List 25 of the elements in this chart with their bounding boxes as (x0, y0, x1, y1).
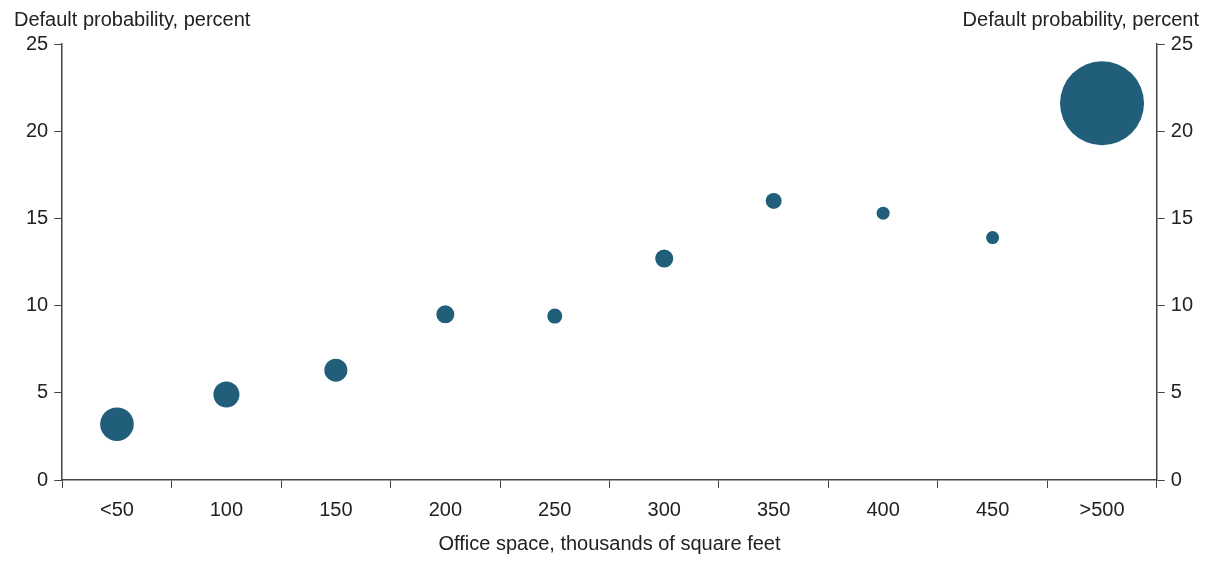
y2-axis-title: Default probability, percent (962, 8, 1199, 31)
x-tick-label: 200 (428, 497, 463, 520)
x-tick-label: <50 (100, 497, 134, 520)
y2-tick-label: 20 (1170, 118, 1193, 141)
y2-tick-label: 25 (1170, 31, 1193, 54)
x-tick-label: 250 (538, 497, 572, 520)
y-tick-label: 20 (26, 118, 49, 141)
y2-tick-label: 15 (1170, 205, 1193, 228)
x-axis-title: Office space, thousands of square feet (438, 531, 781, 554)
y-tick-label: 0 (37, 467, 49, 490)
y-tick-label: 15 (26, 205, 49, 228)
y-tick-label: 5 (37, 380, 49, 403)
y-tick-label: 10 (26, 293, 49, 316)
x-tick-label: 100 (209, 497, 244, 520)
x-tick-label: 400 (866, 497, 900, 520)
x-tick-label: 300 (647, 497, 681, 520)
y2-tick-label: 5 (1170, 380, 1182, 403)
x-tick-label: 150 (319, 497, 353, 520)
y2-tick-label: 10 (1170, 293, 1193, 316)
y2-tick-label: 0 (1170, 467, 1182, 490)
x-tick-label: 450 (975, 497, 1010, 520)
y-tick-label: 25 (26, 31, 49, 54)
y-axis-title: Default probability, percent (14, 8, 251, 31)
x-tick-label: >500 (1079, 497, 1125, 520)
x-tick-label: 350 (756, 497, 791, 520)
